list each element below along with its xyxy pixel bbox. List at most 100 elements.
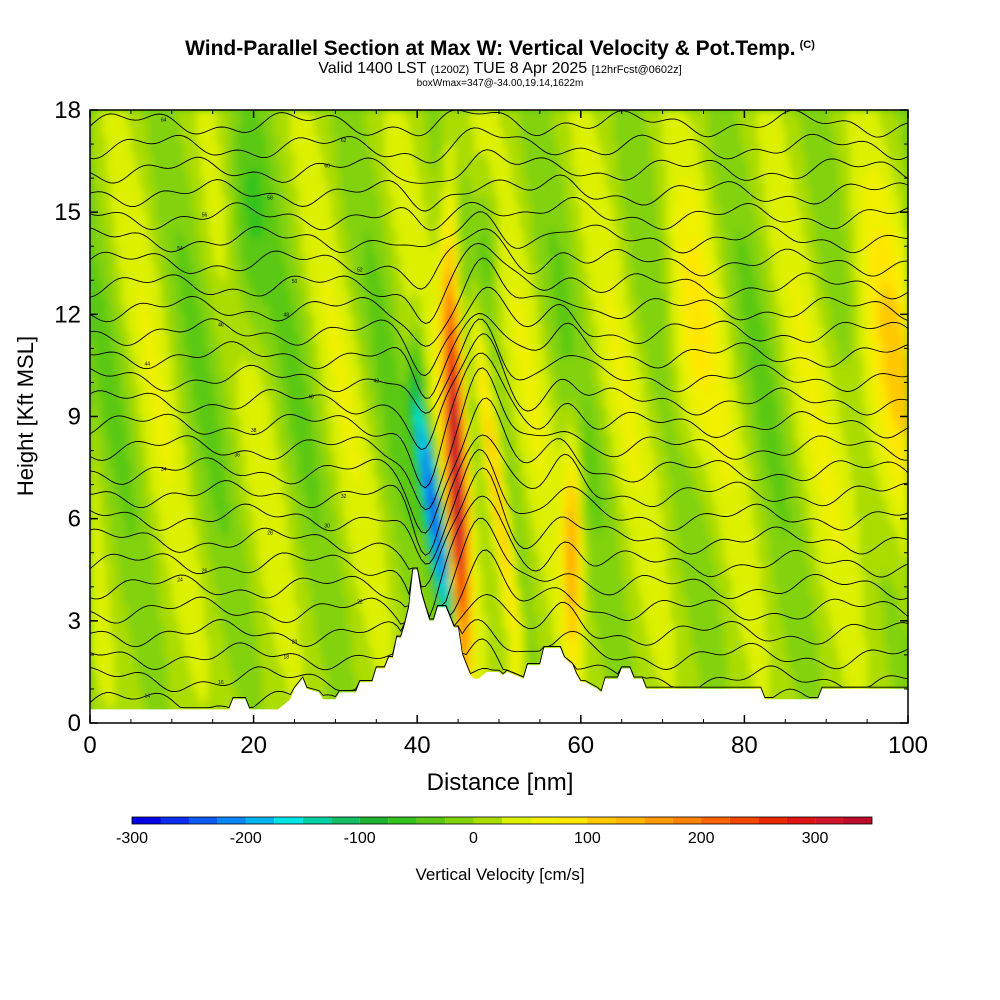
w-field-cell xyxy=(184,552,189,562)
w-field-cell xyxy=(122,671,128,681)
w-field-cell xyxy=(343,348,349,358)
w-field-cell xyxy=(151,356,156,366)
w-field-cell xyxy=(233,339,238,349)
w-field-cell xyxy=(302,314,308,324)
w-field-cell xyxy=(298,620,304,630)
w-field-cell xyxy=(323,186,328,196)
w-field-cell xyxy=(315,569,320,579)
w-field-cell xyxy=(225,348,230,358)
w-field-cell xyxy=(175,322,181,332)
w-field-cell xyxy=(302,178,308,188)
w-field-cell xyxy=(94,399,99,409)
w-field-cell xyxy=(302,612,308,622)
w-field-cell xyxy=(171,561,177,571)
w-field-cell xyxy=(110,271,116,281)
w-field-cell xyxy=(102,450,107,460)
w-field-cell xyxy=(241,612,246,622)
w-field-cell xyxy=(343,544,349,554)
w-field-cell xyxy=(286,169,291,179)
w-field-cell xyxy=(159,442,165,452)
w-field-cell xyxy=(135,484,140,494)
w-field-cell xyxy=(286,450,291,460)
w-field-cell xyxy=(286,476,291,486)
w-field-cell xyxy=(327,169,332,179)
w-field-cell xyxy=(343,280,349,290)
w-field-cell xyxy=(192,161,197,171)
w-field-cell xyxy=(310,254,316,264)
w-field-cell xyxy=(343,646,349,656)
w-field-cell xyxy=(114,203,120,213)
w-field-cell xyxy=(126,178,132,188)
w-field-cell xyxy=(409,152,414,162)
w-field-cell xyxy=(171,254,177,264)
w-field-cell xyxy=(331,263,336,273)
w-field-cell xyxy=(343,408,349,418)
w-field-cell xyxy=(327,127,332,137)
w-field-cell xyxy=(396,322,402,332)
w-field-cell xyxy=(204,118,210,128)
w-field-cell xyxy=(208,263,214,273)
w-field-cell xyxy=(278,595,283,605)
w-field-cell xyxy=(355,476,361,486)
w-field-cell xyxy=(208,135,214,145)
w-field-cell xyxy=(331,280,336,290)
w-field-cell xyxy=(208,178,214,188)
w-field-cell xyxy=(106,237,112,247)
w-field-cell xyxy=(294,527,300,537)
w-field-cell xyxy=(118,637,124,647)
w-field-cell xyxy=(364,127,369,137)
w-field-cell xyxy=(208,212,214,222)
w-field-cell xyxy=(151,484,156,494)
w-field-cell xyxy=(249,688,255,698)
w-field-cell xyxy=(139,254,144,264)
w-field-cell xyxy=(180,425,185,435)
w-field-cell xyxy=(147,425,152,435)
w-field-cell xyxy=(220,331,226,341)
w-field-cell xyxy=(171,288,177,298)
w-field-cell xyxy=(151,203,156,213)
w-field-cell xyxy=(343,629,349,639)
w-field-cell xyxy=(212,288,218,298)
w-field-cell xyxy=(233,271,238,281)
w-field-cell xyxy=(110,127,116,137)
w-field-cell xyxy=(323,314,328,324)
w-field-cell xyxy=(167,135,173,145)
w-field-cell xyxy=(225,382,230,392)
w-field-cell xyxy=(359,220,365,230)
w-field-cell xyxy=(270,527,275,537)
w-field-cell xyxy=(335,254,341,264)
w-field-cell xyxy=(122,382,128,392)
w-field-cell xyxy=(245,569,251,579)
w-field-cell xyxy=(110,612,116,622)
w-field-cell xyxy=(400,331,406,341)
w-field-cell xyxy=(400,271,406,281)
w-field-cell xyxy=(94,450,99,460)
w-field-cell xyxy=(286,595,291,605)
w-field-cell xyxy=(184,493,189,503)
w-field-cell xyxy=(163,365,169,375)
w-field-cell xyxy=(319,373,324,383)
w-field-cell xyxy=(253,203,259,213)
w-field-cell xyxy=(184,373,189,383)
w-field-cell xyxy=(310,663,316,673)
w-field-cell xyxy=(159,595,165,605)
w-field-cell xyxy=(265,493,271,503)
w-field-cell xyxy=(323,322,328,332)
w-field-cell xyxy=(167,246,173,256)
w-field-cell xyxy=(331,544,336,554)
w-field-cell xyxy=(220,314,226,324)
w-field-cell xyxy=(249,314,255,324)
w-field-cell xyxy=(343,680,349,690)
w-field-cell xyxy=(151,144,156,154)
w-field-cell xyxy=(163,425,169,435)
w-field-cell xyxy=(175,365,181,375)
w-field-cell xyxy=(139,527,144,537)
w-field-cell xyxy=(351,637,357,647)
w-field-cell xyxy=(139,144,144,154)
w-field-cell xyxy=(265,373,271,383)
w-field-cell xyxy=(237,254,242,264)
w-field-cell xyxy=(384,229,390,239)
w-field-cell xyxy=(143,314,148,324)
w-field-cell xyxy=(167,348,173,358)
w-field-cell xyxy=(274,161,279,171)
